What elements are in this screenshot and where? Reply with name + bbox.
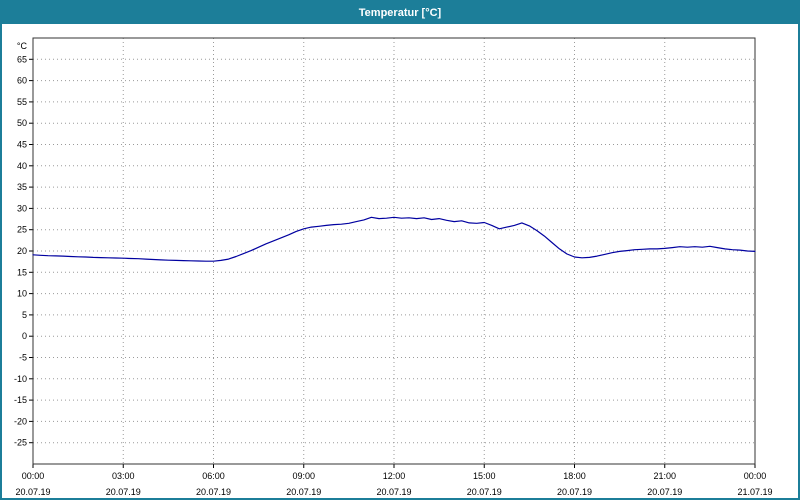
y-tick-label: 50	[17, 118, 27, 128]
y-tick-label: 60	[17, 76, 27, 86]
x-tick-date-label: 20.07.19	[557, 487, 592, 497]
x-tick-date-label: 21.07.19	[737, 487, 772, 497]
y-tick-label: 35	[17, 182, 27, 192]
y-tick-label: -20	[14, 416, 27, 426]
temperature-chart: 65605550454035302520151050-5-10-15-20-25…	[14, 37, 773, 497]
x-tick-date-label: 20.07.19	[376, 487, 411, 497]
y-tick-label: 15	[17, 267, 27, 277]
y-tick-label: 0	[22, 331, 27, 341]
x-tick-time-label: 00:00	[744, 471, 767, 481]
x-tick-time-label: 21:00	[653, 471, 676, 481]
x-tick-time-label: 12:00	[383, 471, 406, 481]
x-tick-date-label: 20.07.19	[467, 487, 502, 497]
x-tick-date-label: 20.07.19	[15, 487, 50, 497]
x-tick-time-label: 03:00	[112, 471, 135, 481]
y-tick-label: -5	[19, 353, 27, 363]
x-tick-date-label: 20.07.19	[106, 487, 141, 497]
x-tick-time-label: 15:00	[473, 471, 496, 481]
x-tick-date-label: 20.07.19	[286, 487, 321, 497]
y-tick-label: -25	[14, 438, 27, 448]
y-tick-label: 40	[17, 161, 27, 171]
y-tick-label: 5	[22, 310, 27, 320]
window-titlebar: Temperatur [°C]	[2, 2, 798, 24]
y-tick-label: 45	[17, 140, 27, 150]
y-tick-label: 55	[17, 97, 27, 107]
y-tick-label: 25	[17, 225, 27, 235]
x-tick-time-label: 00:00	[22, 471, 45, 481]
window-title: Temperatur [°C]	[358, 7, 442, 19]
y-axis-unit-label: °C	[17, 41, 28, 51]
y-tick-label: -10	[14, 374, 27, 384]
y-tick-label: 65	[17, 54, 27, 64]
x-tick-date-label: 20.07.19	[196, 487, 231, 497]
x-tick-date-label: 20.07.19	[647, 487, 682, 497]
x-tick-time-label: 09:00	[292, 471, 315, 481]
y-tick-label: 20	[17, 246, 27, 256]
x-tick-time-label: 18:00	[563, 471, 586, 481]
y-tick-label: 10	[17, 289, 27, 299]
y-tick-label: 30	[17, 203, 27, 213]
y-tick-label: -15	[14, 395, 27, 405]
temperature-line	[32, 216, 756, 262]
x-tick-time-label: 06:00	[202, 471, 225, 481]
